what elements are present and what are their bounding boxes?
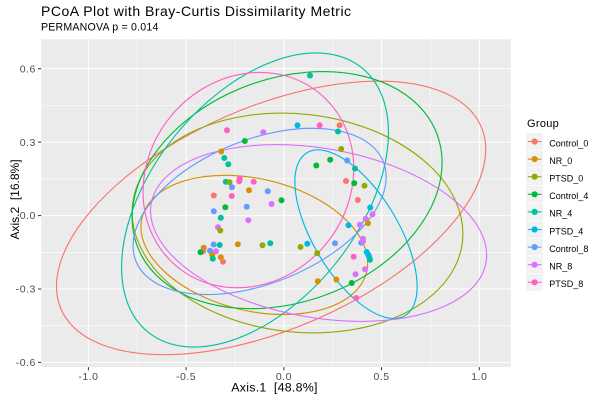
- svg-text:PTSD_8: PTSD_8: [549, 279, 583, 289]
- svg-text:PERMANOVA p = 0.014: PERMANOVA p = 0.014: [41, 22, 159, 34]
- svg-text:0.0: 0.0: [276, 371, 292, 383]
- svg-text:Axis.2 [16.8%]: Axis.2 [16.8%]: [8, 159, 22, 239]
- svg-text:0.6: 0.6: [20, 63, 36, 75]
- svg-text:Control_8: Control_8: [549, 244, 588, 254]
- svg-text:1.0: 1.0: [471, 371, 487, 383]
- svg-text:NR_0: NR_0: [549, 156, 572, 166]
- svg-text:-0.5: -0.5: [176, 371, 196, 383]
- svg-text:Axis.1 [48.8%]: Axis.1 [48.8%]: [231, 380, 317, 394]
- svg-text:0.3: 0.3: [20, 137, 36, 149]
- svg-text:-0.6: -0.6: [16, 357, 36, 369]
- svg-text:PTSD_4: PTSD_4: [549, 226, 583, 236]
- svg-text:NR_4: NR_4: [549, 209, 572, 219]
- svg-text:Control_0: Control_0: [549, 138, 588, 148]
- svg-text:0.5: 0.5: [374, 371, 390, 383]
- svg-text:NR_8: NR_8: [549, 262, 572, 272]
- svg-text:Group: Group: [527, 118, 559, 130]
- svg-text:PTSD_0: PTSD_0: [549, 174, 583, 184]
- svg-text:0.0: 0.0: [20, 210, 36, 222]
- svg-text:-0.3: -0.3: [16, 284, 36, 296]
- svg-text:Control_4: Control_4: [549, 191, 588, 201]
- svg-text:PCoA Plot with Bray-Curtis Dis: PCoA Plot with Bray-Curtis Dissimilarity…: [41, 3, 352, 19]
- svg-text:-1.0: -1.0: [78, 371, 98, 383]
